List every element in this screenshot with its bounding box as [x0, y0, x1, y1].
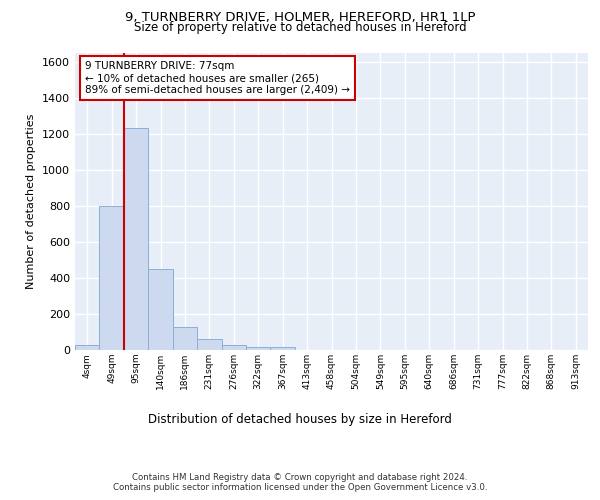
Y-axis label: Number of detached properties: Number of detached properties — [26, 114, 37, 289]
Text: Contains HM Land Registry data © Crown copyright and database right 2024.: Contains HM Land Registry data © Crown c… — [132, 472, 468, 482]
Text: Distribution of detached houses by size in Hereford: Distribution of detached houses by size … — [148, 412, 452, 426]
Bar — [271, 348, 295, 350]
Bar — [100, 206, 124, 350]
Bar — [124, 128, 148, 350]
Bar — [246, 347, 271, 350]
Bar — [148, 269, 173, 350]
Text: Contains public sector information licensed under the Open Government Licence v3: Contains public sector information licen… — [113, 484, 487, 492]
Text: Size of property relative to detached houses in Hereford: Size of property relative to detached ho… — [134, 22, 466, 35]
Text: 9, TURNBERRY DRIVE, HOLMER, HEREFORD, HR1 1LP: 9, TURNBERRY DRIVE, HOLMER, HEREFORD, HR… — [125, 11, 475, 24]
Bar — [173, 326, 197, 350]
Bar — [197, 339, 221, 350]
Bar — [221, 345, 246, 350]
Text: 9 TURNBERRY DRIVE: 77sqm
← 10% of detached houses are smaller (265)
89% of semi-: 9 TURNBERRY DRIVE: 77sqm ← 10% of detach… — [85, 62, 350, 94]
Bar — [75, 344, 100, 350]
